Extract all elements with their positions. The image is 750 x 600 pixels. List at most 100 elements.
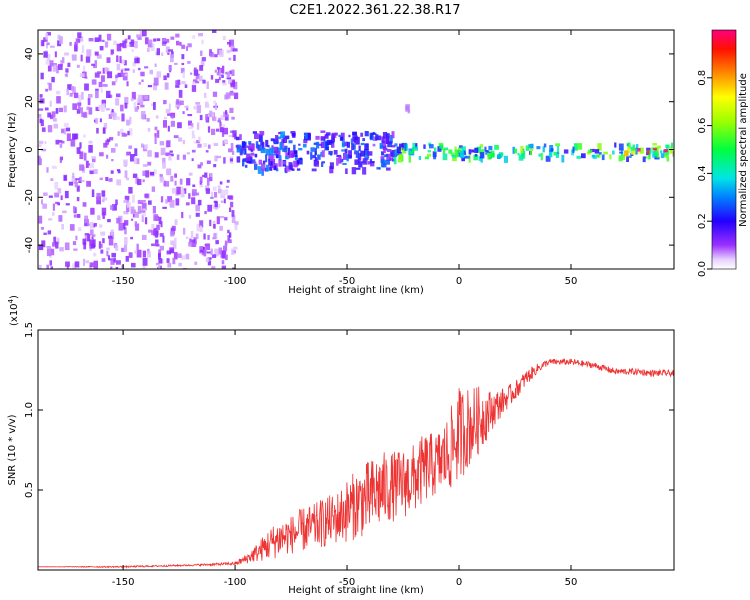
heatmap-cell <box>170 120 175 127</box>
heatmap-cell <box>185 253 190 260</box>
heatmap-cell <box>664 154 668 158</box>
heatmap-cell <box>204 172 208 178</box>
heatmap-cell <box>85 56 91 63</box>
heatmap-cell <box>74 182 78 188</box>
heatmap-cell <box>186 178 191 186</box>
heatmap-cell <box>229 232 232 238</box>
heatmap-cell <box>338 156 342 164</box>
heatmap-cell <box>315 135 320 140</box>
heatmap-cell <box>115 267 119 269</box>
heatmap-cell <box>57 40 62 47</box>
heatmap-cell <box>166 250 171 255</box>
heatmap-cell <box>111 252 116 258</box>
heatmap-cell <box>399 143 404 150</box>
heatmap-cell <box>142 170 146 176</box>
heatmap-cell <box>91 157 96 163</box>
heatmap-cell <box>364 131 369 137</box>
heatmap-cell <box>341 149 345 152</box>
heatmap-cell <box>540 152 543 161</box>
heatmap-cell <box>153 38 157 42</box>
heatmap-cell <box>577 143 583 150</box>
heatmap-cell <box>652 143 657 146</box>
heatmap-cell <box>77 102 81 111</box>
heatmap-cell <box>168 202 172 206</box>
heatmap-cell <box>386 149 392 152</box>
heatmap-cell <box>276 147 281 152</box>
heatmap-cell <box>381 136 385 144</box>
heatmap-cell <box>141 95 146 102</box>
heatmap-cell <box>390 151 393 157</box>
heatmap-cell <box>129 41 135 47</box>
heatmap-cell <box>44 141 47 144</box>
heatmap-cell <box>168 49 173 52</box>
heatmap-cell <box>280 131 285 139</box>
heatmap-cell <box>212 204 216 209</box>
heatmap-cell <box>115 199 118 205</box>
heatmap-cell <box>555 143 561 147</box>
heatmap-cell <box>52 203 55 211</box>
heatmap-cell <box>110 266 113 269</box>
heatmap-cell <box>148 229 153 233</box>
heatmap-cell <box>236 144 242 153</box>
heatmap-cell <box>71 176 75 183</box>
heatmap-cell <box>221 74 224 78</box>
heatmap-cell <box>442 149 446 154</box>
heatmap-cell <box>79 73 85 78</box>
heatmap-region <box>38 30 239 269</box>
heatmap-cell <box>660 153 664 159</box>
heatmap-cell <box>387 142 392 148</box>
heatmap-cell <box>106 250 109 257</box>
heatmap-cell <box>292 133 296 138</box>
heatmap-cell <box>211 191 214 200</box>
heatmap-cell <box>637 148 641 152</box>
heatmap-cell <box>110 49 114 54</box>
heatmap-cell <box>184 84 188 88</box>
heatmap-cell <box>427 150 431 153</box>
heatmap-cell <box>89 163 94 169</box>
heatmap-cell <box>69 42 72 46</box>
heatmap-cell <box>191 130 195 138</box>
heatmap-cell <box>432 151 437 157</box>
heatmap-cell <box>241 142 246 148</box>
heatmap-cell <box>461 147 464 152</box>
heatmap-cell <box>184 105 189 108</box>
heatmap-cell <box>125 255 129 262</box>
heatmap-cell <box>216 72 220 76</box>
heatmap-cell <box>54 192 60 198</box>
heatmap-region <box>405 104 411 114</box>
heatmap-cell <box>221 131 225 137</box>
heatmap-cell <box>59 247 64 252</box>
heatmap-cell <box>126 81 129 87</box>
heatmap-cell <box>214 69 218 73</box>
heatmap-cell <box>46 248 52 257</box>
heatmap-cell <box>138 67 141 71</box>
heatmap-cell <box>104 67 108 72</box>
heatmap-cell <box>76 147 81 154</box>
heatmap-cell <box>398 154 402 163</box>
heatmap-cell <box>56 90 61 95</box>
heatmap-cell <box>53 236 57 243</box>
heatmap-cell <box>69 224 75 231</box>
heatmap-cell <box>87 163 90 166</box>
heatmap-cell <box>287 147 290 156</box>
heatmap-cell <box>485 150 489 153</box>
heatmap-cell <box>383 147 386 154</box>
heatmap-cell <box>315 141 320 149</box>
heatmap-cell <box>284 148 288 153</box>
heatmap-cell <box>273 146 279 153</box>
heatmap-cell <box>102 195 105 201</box>
heatmap-cell <box>57 64 63 70</box>
heatmap-cell <box>255 141 259 148</box>
heatmap-cell <box>204 101 209 105</box>
heatmap-cell <box>324 134 329 139</box>
heatmap-cell <box>141 30 147 37</box>
heatmap-cell <box>107 219 111 223</box>
heatmap-cell <box>663 149 668 153</box>
heatmap-cell <box>336 158 339 166</box>
heatmap-cell <box>50 178 54 181</box>
heatmap-cell <box>213 164 217 168</box>
heatmap-cell <box>80 107 83 114</box>
heatmap-cell <box>269 147 274 156</box>
heatmap-cell <box>124 220 129 226</box>
heatmap-cell <box>234 221 239 225</box>
